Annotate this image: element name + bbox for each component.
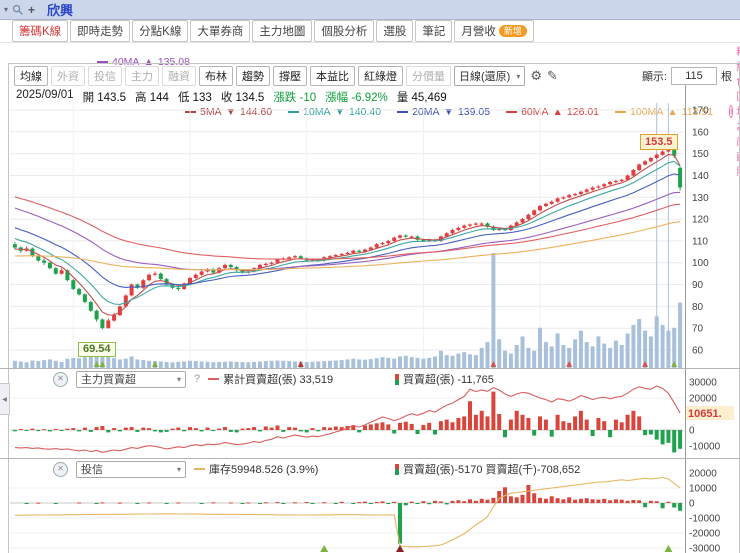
- toggle-price-volume-button[interactable]: 分價量: [406, 66, 451, 86]
- main-force-pane-header: ✕ 主力買賣超 ▾ ? 累計買賣超(張) 33,519 買賣超(張) -11,7…: [53, 370, 733, 388]
- tab-branch-kline[interactable]: 分點K線: [132, 20, 189, 42]
- svg-text:-30000: -30000: [689, 544, 721, 553]
- ma10-legend: 10MA ▼ 140.40: [288, 106, 381, 118]
- svg-text:80: 80: [692, 302, 704, 313]
- toggle-support-resistance-button[interactable]: 撐壓: [273, 66, 307, 86]
- ma100-legend: 100MA ▲ 113.51: [615, 106, 713, 118]
- tab-realtime[interactable]: 即時走勢: [70, 20, 131, 42]
- ma60-legend: 60MA ▲ 126.01: [506, 106, 599, 118]
- search-icon[interactable]: [12, 4, 24, 16]
- svg-text:20000: 20000: [689, 394, 717, 405]
- svg-text:160: 160: [692, 127, 709, 138]
- chart-toolbar: 均線 外資 投信 主力 融資 布林 趨勢 撐壓 本益比 紅綠燈 分價量 日線(還…: [14, 66, 732, 86]
- new-badge: 新增: [498, 25, 527, 37]
- svg-text:110: 110: [692, 236, 708, 247]
- ma-legend-row2: 40MA ▲ 135.08: [97, 56, 190, 68]
- chevron-down-icon: ▾: [176, 464, 181, 474]
- sidebar-collapse-handle[interactable]: ◀: [0, 383, 10, 415]
- display-bars-input[interactable]: [671, 67, 717, 85]
- svg-text:70: 70: [692, 324, 704, 335]
- ma10-line-swatch: [288, 110, 300, 113]
- main-chart-svg[interactable]: 170 160 150 140 130 120 110 100 90 80 70 60: [0, 85, 740, 368]
- svg-text:-10000: -10000: [689, 442, 721, 453]
- ma20-legend: 20MA ▼ 139.05: [397, 106, 490, 118]
- svg-text:10000: 10000: [689, 484, 717, 495]
- tab-main-force-map[interactable]: 主力地圖: [252, 20, 313, 42]
- tab-chip-kline[interactable]: 籌碼K線: [12, 20, 69, 42]
- svg-text:30000: 30000: [689, 378, 717, 389]
- toggle-pe-button[interactable]: 本益比: [310, 66, 355, 86]
- ma60-line-swatch: [506, 110, 518, 113]
- toggle-ma-button[interactable]: 均線: [14, 66, 48, 86]
- ma5-legend: 5MA ▼ 144.60: [185, 106, 272, 118]
- svg-text:60: 60: [692, 346, 704, 357]
- svg-text:100: 100: [692, 258, 709, 269]
- chevron-down-icon: ▾: [516, 71, 521, 81]
- netbuy-legend: 買賣超(張) -11,765: [395, 370, 494, 388]
- treasury-stock-note: i 粉紅色區塊為庫藏股: [729, 44, 740, 179]
- svg-text:10651.: 10651.: [688, 408, 722, 420]
- tab-bar: 籌碼K線 即時走勢 分點K線 大單券商 主力地圖 個股分析 選股 筆記 月營收 …: [0, 20, 740, 43]
- bar-swatch: [395, 373, 399, 385]
- title-bar: ▾ + 欣興: [0, 0, 740, 20]
- svg-text:90: 90: [692, 280, 704, 291]
- tab-notes[interactable]: 筆記: [415, 20, 453, 42]
- tab-stock-analysis[interactable]: 個股分析: [314, 20, 375, 42]
- tab-stock-picking[interactable]: 選股: [376, 20, 414, 42]
- holdings-legend: 庫存59948.526 (3.9%): [194, 461, 318, 477]
- display-bars-group: 顯示: 根: [642, 67, 732, 85]
- close-icon[interactable]: ✕: [53, 371, 68, 387]
- close-icon[interactable]: ✕: [53, 461, 68, 477]
- indicator-select-mainforce[interactable]: 主力買賣超 ▾: [76, 370, 186, 388]
- high-price-label: 153.5: [640, 134, 678, 150]
- tab-monthly-revenue[interactable]: 月營收 新增: [454, 20, 534, 42]
- trust-netbuy-legend: 買賣超(張)-5170 買賣超(千)-708,652: [395, 460, 580, 478]
- indicator-select-trust[interactable]: 投信 ▾: [76, 460, 186, 478]
- svg-text:20000: 20000: [689, 469, 717, 480]
- cumulative-legend: 累計買賣超(張) 33,519: [208, 371, 333, 387]
- help-icon[interactable]: ?: [194, 373, 201, 385]
- tab-big-orders[interactable]: 大單券商: [190, 20, 251, 42]
- ma40-legend: 40MA ▲ 135.08: [97, 56, 190, 68]
- svg-text:140: 140: [692, 171, 709, 182]
- add-stock-button[interactable]: +: [28, 2, 36, 17]
- info-icon: i: [729, 105, 734, 118]
- toggle-mainforce-button[interactable]: 主力: [125, 66, 159, 86]
- svg-text:-20000: -20000: [689, 529, 721, 540]
- toggle-foreign-button[interactable]: 外資: [51, 66, 85, 86]
- toggle-margin-button[interactable]: 融資: [162, 66, 196, 86]
- display-unit: 根: [721, 71, 732, 83]
- svg-text:170: 170: [692, 106, 709, 117]
- main-force-pane-svg[interactable]: 30000 20000 0 -10000 10651.: [0, 368, 740, 458]
- investment-trust-pane-header: ✕ 投信 ▾ 庫存59948.526 (3.9%) 買賣超(張)-5170 買賣…: [53, 460, 733, 478]
- ma40-line-swatch: [97, 61, 108, 63]
- svg-text:130: 130: [692, 193, 709, 204]
- stock-title: 欣興: [47, 3, 74, 18]
- toggle-bollinger-button[interactable]: 布林: [199, 66, 233, 86]
- toggle-signal-button[interactable]: 紅綠燈: [358, 66, 403, 86]
- toggle-trend-button[interactable]: 趨勢: [236, 66, 270, 86]
- display-label: 顯示:: [641, 71, 667, 83]
- ma100-line-swatch: [615, 110, 627, 113]
- pencil-icon[interactable]: ✎: [547, 68, 558, 83]
- bar-swatch: [395, 463, 399, 475]
- line-swatch: [194, 468, 205, 470]
- svg-text:-10000: -10000: [689, 514, 721, 525]
- ma20-line-swatch: [397, 110, 409, 113]
- chevron-down-icon: ▾: [176, 374, 181, 384]
- svg-text:0: 0: [689, 499, 695, 510]
- period-select[interactable]: 日線(還原) ▾: [454, 66, 526, 86]
- svg-text:120: 120: [692, 215, 709, 226]
- toggle-trust-button[interactable]: 投信: [88, 66, 122, 86]
- svg-text:0: 0: [689, 426, 695, 437]
- low-price-label: 69.54: [78, 342, 116, 357]
- ma-legend-row1: 5MA ▼ 144.60 10MA ▼ 140.40 20MA ▼ 139.05 60MA ▲…: [185, 44, 740, 179]
- gear-icon[interactable]: ⚙: [530, 68, 542, 83]
- svg-text:150: 150: [692, 149, 709, 160]
- dropdown-caret-icon[interactable]: ▾: [4, 5, 9, 14]
- line-swatch: [208, 378, 220, 380]
- investment-trust-pane-svg[interactable]: 20000 10000 0 -10000 -20000 -30000: [0, 458, 740, 553]
